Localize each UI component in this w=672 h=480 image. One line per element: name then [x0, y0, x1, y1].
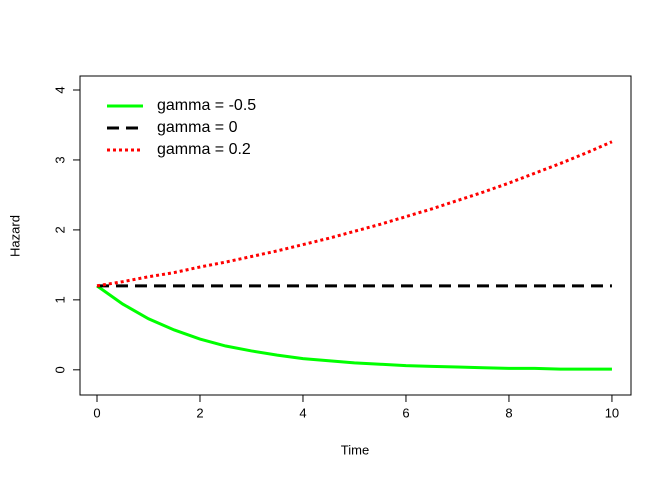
- y-tick-label: 2: [52, 226, 67, 233]
- legend-label: gamma = 0: [157, 119, 238, 136]
- legend-label: gamma = 0.2: [157, 141, 251, 158]
- x-tick-label: 10: [605, 405, 619, 420]
- x-tick-label: 4: [299, 405, 306, 420]
- series-line: [96, 140, 613, 288]
- y-tick-label: 3: [52, 156, 67, 163]
- y-axis-title: Hazard: [7, 215, 22, 257]
- y-tick-label: 4: [52, 86, 67, 93]
- y-tick-label: 1: [52, 296, 67, 303]
- legend-label: gamma = -0.5: [157, 97, 256, 114]
- x-axis-title: Time: [341, 442, 369, 457]
- x-tick-label: 6: [402, 405, 409, 420]
- x-tick-label: 2: [196, 405, 203, 420]
- y-tick-label: 0: [52, 366, 67, 373]
- series-line: [96, 284, 612, 371]
- x-tick-label: 0: [93, 405, 100, 420]
- x-tick-label: 8: [505, 405, 512, 420]
